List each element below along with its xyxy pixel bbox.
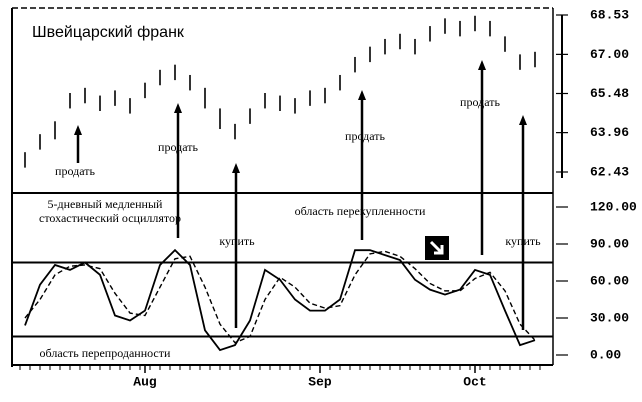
chart-title: Швейцарский франк (32, 24, 185, 41)
arrow-head (358, 90, 366, 100)
arrow-head (74, 125, 82, 135)
annotation: продать (55, 164, 95, 178)
y-tick-label: 63.96 (590, 125, 629, 140)
arrow-head (174, 103, 182, 113)
y-tick-label: 90.00 (590, 236, 629, 251)
annotation: область перекупленности (295, 204, 426, 218)
oscillator-line (24, 248, 536, 352)
arrow-head (478, 60, 486, 70)
annotation: продать (460, 95, 500, 109)
y-tick-label: 60.00 (590, 273, 629, 288)
x-tick-label: Oct (463, 374, 486, 389)
annotation: купить (219, 234, 255, 248)
annotation: стохастический осциллятор (39, 211, 181, 225)
arrow-head (232, 163, 240, 173)
y-tick-label: 68.53 (590, 7, 629, 22)
x-tick-label: Sep (308, 374, 332, 389)
y-tick-label: 30.00 (590, 310, 629, 325)
x-tick-label: Aug (133, 374, 157, 389)
y-tick-label: 65.48 (590, 86, 629, 101)
signal-icon (425, 236, 449, 260)
annotation: продать (345, 129, 385, 143)
y-tick-label: 0.00 (590, 347, 621, 362)
y-tick-label: 62.43 (590, 164, 629, 179)
annotation: 5-дневный медленный (48, 197, 164, 211)
y-tick-label: 67.00 (590, 47, 629, 62)
annotation: область перепроданности (40, 346, 171, 360)
y-tick-label: 120.00 (590, 199, 637, 214)
arrow-head (519, 115, 527, 125)
